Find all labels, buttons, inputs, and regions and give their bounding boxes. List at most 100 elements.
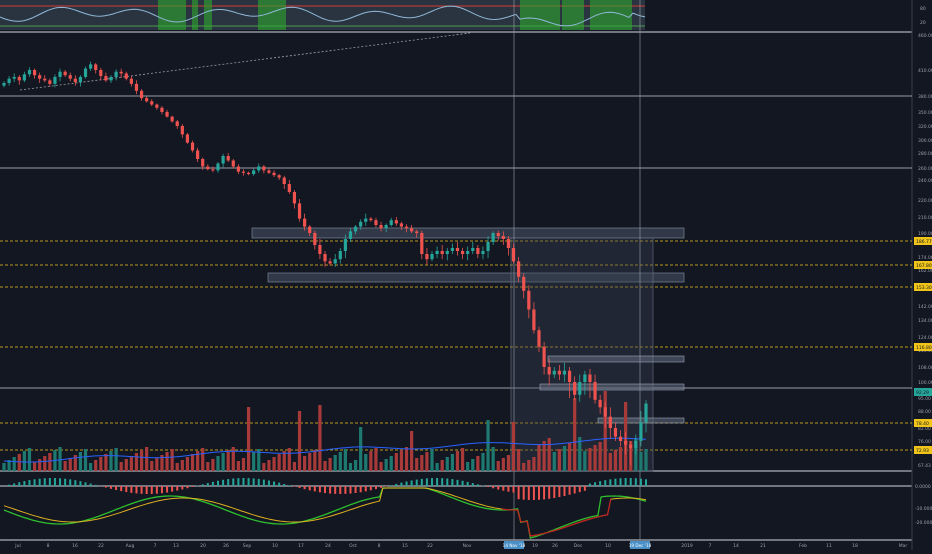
candle <box>476 245 479 258</box>
volume-bar <box>563 446 566 471</box>
time-axis-label: 7 <box>709 543 712 549</box>
price-axis-label: 300.00 <box>918 138 932 144</box>
candle <box>74 75 77 85</box>
volume-bar <box>48 453 51 471</box>
price-axis-label: 350.00 <box>918 110 932 116</box>
volume-bar <box>639 452 642 471</box>
macd-bar <box>329 486 331 494</box>
macd-bar <box>156 486 158 494</box>
macd-bar <box>451 479 453 486</box>
candle <box>186 133 189 144</box>
macd-bar <box>487 486 489 487</box>
time-axis-label: Dec <box>574 543 583 549</box>
volume-bar <box>64 461 67 471</box>
candle <box>430 251 433 261</box>
macd-bar <box>232 478 234 486</box>
time-axis-label: 22 <box>98 543 104 549</box>
macd-bar <box>467 482 469 486</box>
candle <box>221 154 224 168</box>
candle <box>237 164 240 174</box>
candle <box>216 162 219 173</box>
macd-bar <box>569 486 571 495</box>
volume-bar <box>242 458 245 471</box>
volume-bar <box>69 458 72 471</box>
macd-bar <box>324 486 326 493</box>
macd-bar <box>186 486 188 488</box>
macd-bar <box>528 486 530 500</box>
volume-bar <box>486 420 489 471</box>
volume-bar <box>502 458 505 471</box>
trend-line[interactable] <box>20 33 470 90</box>
macd-bar <box>543 486 545 499</box>
candle <box>7 76 10 86</box>
volume-bar <box>288 448 291 471</box>
volume-bar <box>18 454 21 471</box>
candle <box>130 76 133 86</box>
macd-bar <box>365 486 367 491</box>
range-boxes[interactable] <box>252 228 684 471</box>
candle <box>145 97 148 103</box>
macd-bar <box>110 486 112 489</box>
volume-bar <box>33 462 36 471</box>
candle <box>109 75 112 83</box>
macd-axis-label: -20.0000 <box>915 520 932 526</box>
macd-axis: 0.0000-10.0000-20.0000 <box>915 484 932 526</box>
candle <box>272 170 275 177</box>
macd-bar <box>304 486 306 489</box>
volume-bar <box>283 451 286 471</box>
candle <box>328 258 331 266</box>
volume-bar <box>186 457 189 471</box>
macd-bar <box>130 486 132 493</box>
volume-bar <box>369 451 372 471</box>
volume-bar <box>614 450 617 471</box>
macd-bar <box>370 486 372 490</box>
price-axis[interactable]: 460.00410.00380.00350.00320.00300.00280.… <box>918 33 932 469</box>
price-axis-label: 142.00 <box>918 304 932 310</box>
volume-bar <box>446 457 449 471</box>
volume-bar <box>43 456 46 471</box>
svg-text:78.40: 78.40 <box>916 421 929 427</box>
macd-bar <box>222 480 224 486</box>
candle <box>196 148 199 162</box>
volume-bar <box>191 454 194 471</box>
volume-bar <box>2 463 5 471</box>
macd-bar <box>441 478 443 486</box>
volume-bar <box>593 445 596 471</box>
candle <box>446 248 449 260</box>
volume-bar <box>221 453 224 471</box>
volume-bar <box>109 451 112 471</box>
macd-bar <box>263 480 265 486</box>
svg-text:92.29: 92.29 <box>916 390 929 396</box>
macd-bar <box>574 486 576 493</box>
price-badge: 116.80 <box>914 343 932 351</box>
time-axis-label: 13 <box>173 543 179 549</box>
time-axis-label: Jul <box>14 543 20 549</box>
volume-bar <box>395 453 398 471</box>
macd-bar <box>18 482 20 486</box>
macd-bar <box>13 483 15 486</box>
candle <box>18 75 21 85</box>
price-badge: 78.40 <box>914 419 932 427</box>
time-axis-label: 26 <box>552 543 558 549</box>
candle <box>313 231 316 250</box>
macd-bar <box>462 481 464 486</box>
price-badge: 186.77 <box>914 237 932 245</box>
candle <box>104 73 107 83</box>
candle <box>58 69 61 82</box>
volume-bar <box>354 460 357 471</box>
candle <box>288 180 291 194</box>
macd-bar <box>54 478 56 486</box>
macd-bar <box>344 486 346 494</box>
time-axis-label: 8 <box>378 543 381 549</box>
macd-bar <box>85 482 87 486</box>
macd-bar <box>217 481 219 486</box>
oversold-zone <box>192 0 198 30</box>
svg-text:19 Dec '18: 19 Dec '18 <box>629 543 652 548</box>
macd-bar <box>406 481 408 486</box>
macd-bar <box>135 486 137 493</box>
volume-bar <box>374 448 377 471</box>
